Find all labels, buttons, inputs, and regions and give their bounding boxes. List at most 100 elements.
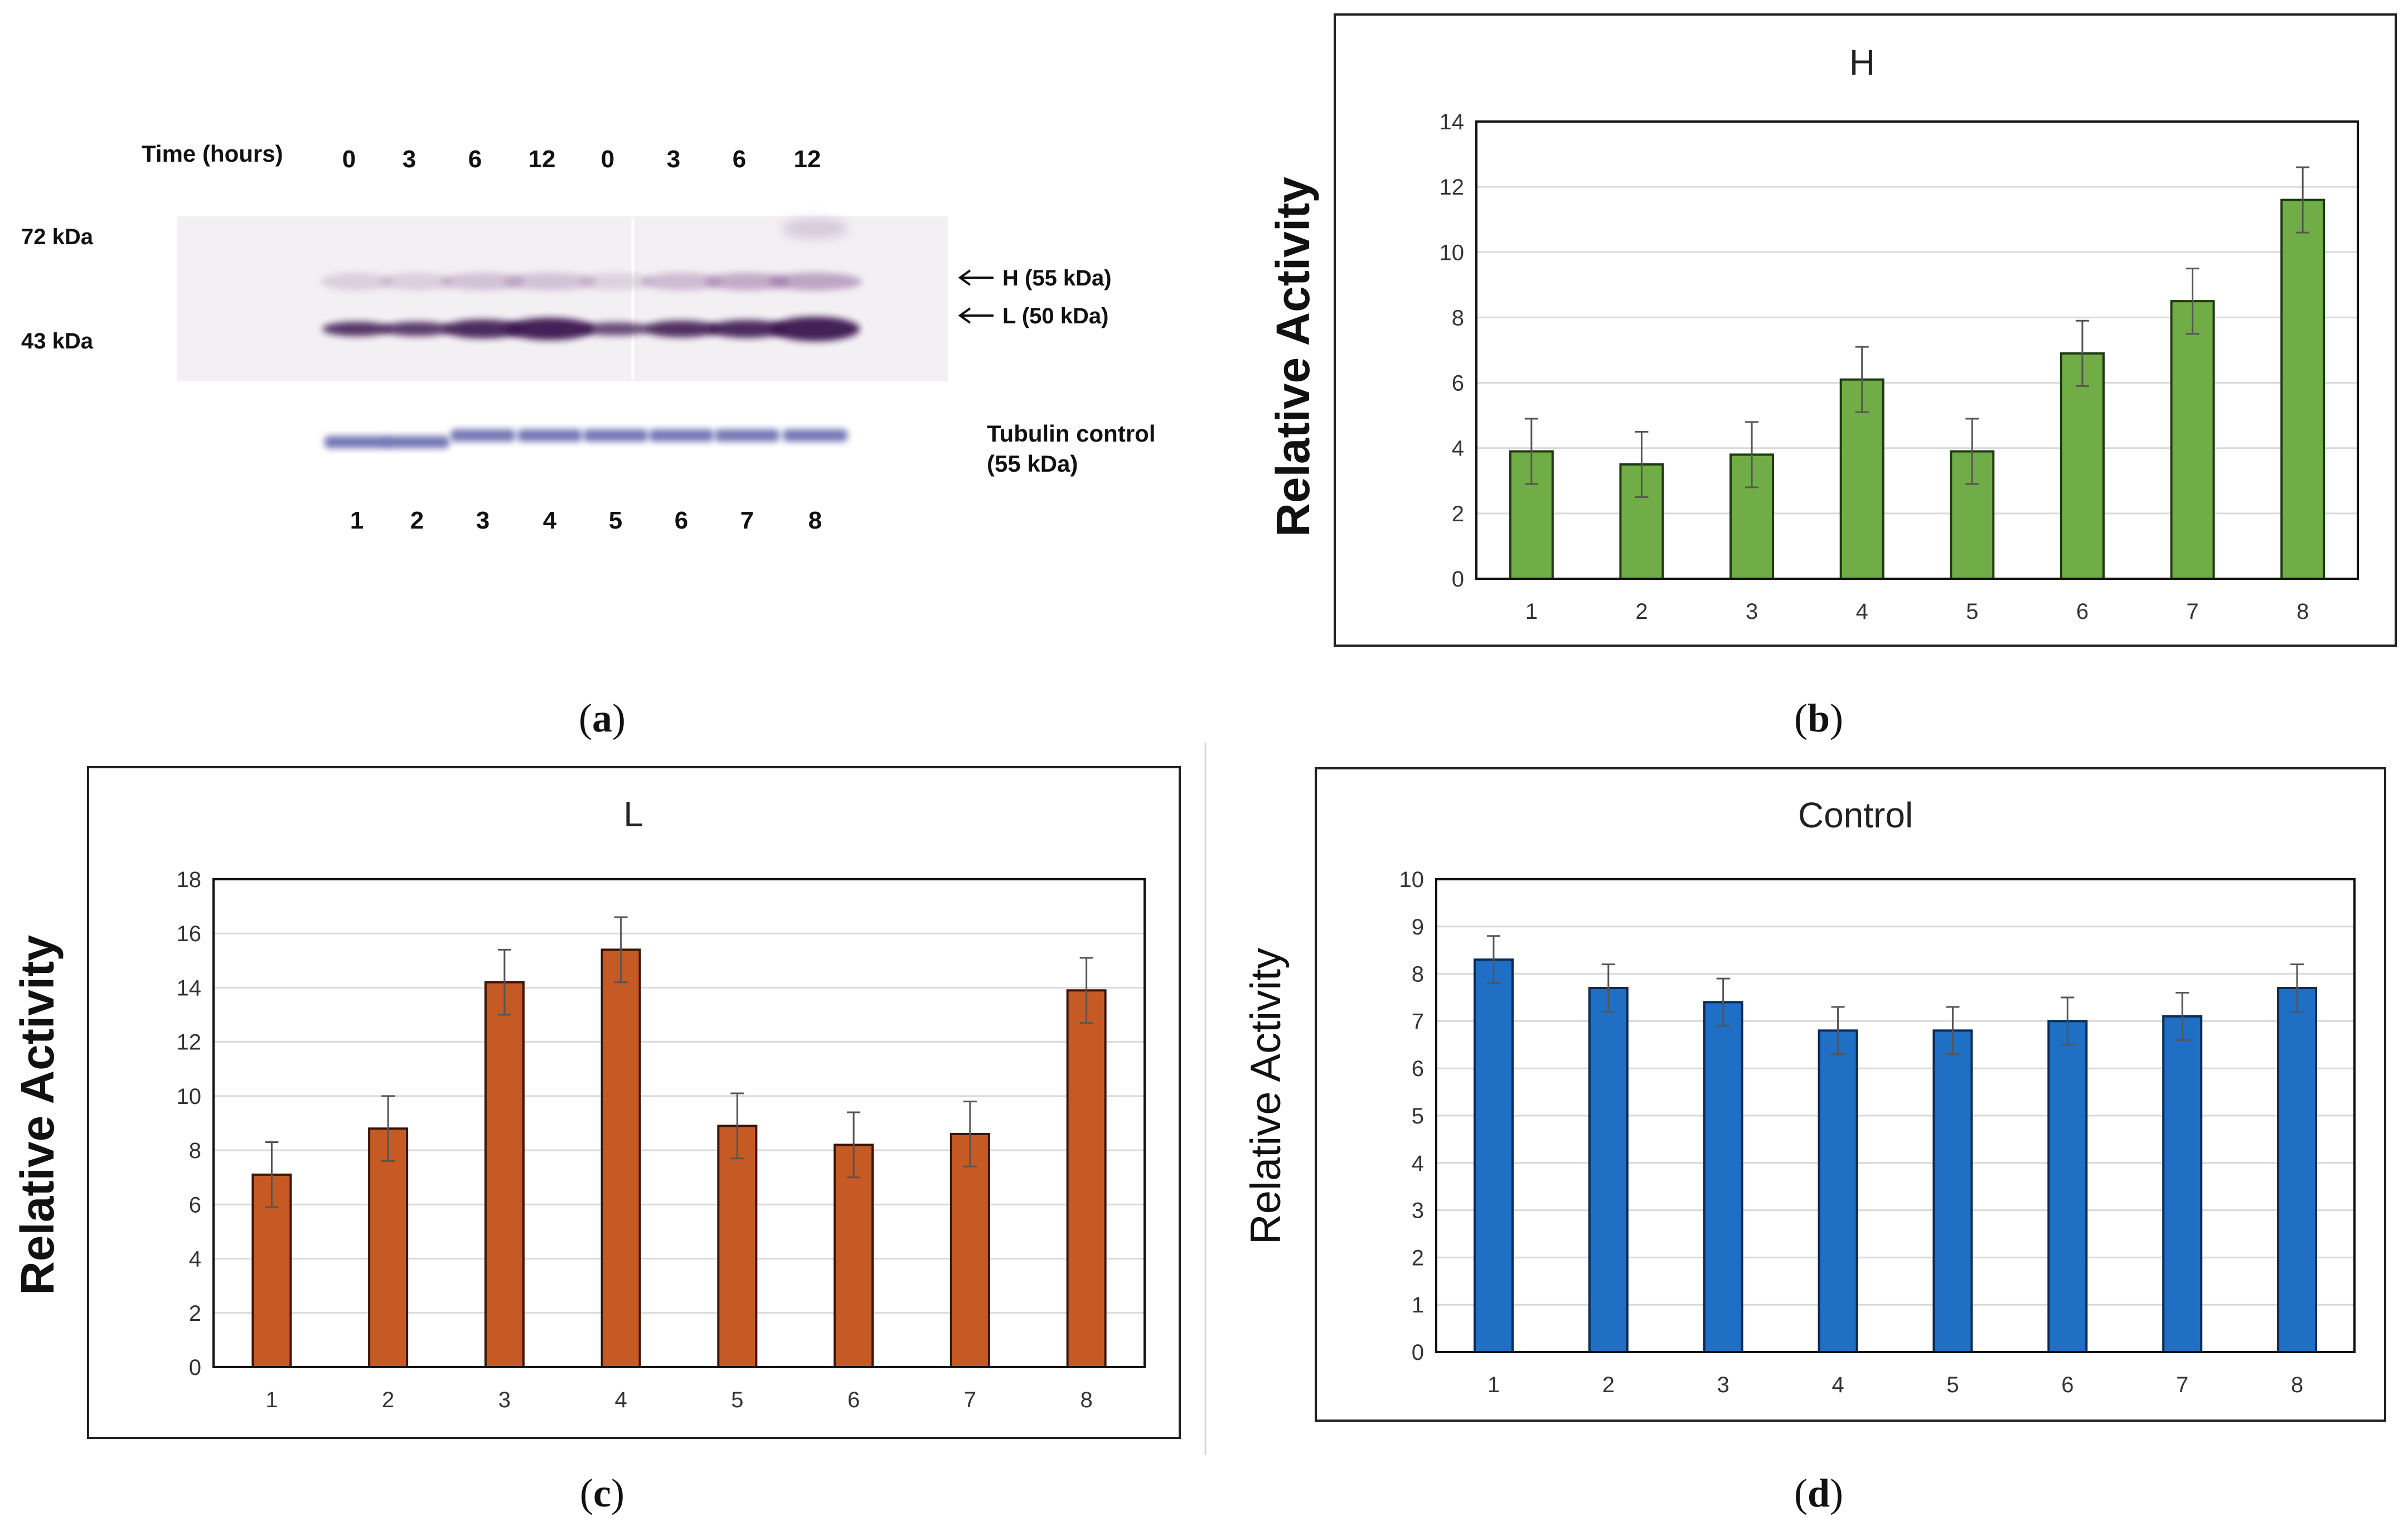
x-tick-label: 3 [1746,599,1758,624]
x-tick-label: 7 [2186,599,2198,624]
y-tick-label: 10 [1399,868,1425,892]
h-band-lane-8 [768,273,862,290]
time-labels: 0 3 6 12 0 3 6 12 [342,146,821,173]
chart-l-ylabel: Relative Activity [11,935,64,1295]
y-tick-label: 10 [1440,240,1465,265]
panel-label-d: (d) [1794,1471,1843,1515]
bar-2 [1588,987,1629,1354]
chart-control-title: Control [1798,795,1913,835]
tubulin-band-lane-3 [450,429,515,442]
x-tick-label: 1 [1525,599,1538,624]
y-tick-label: 8 [1452,306,1464,330]
lane-label-7: 7 [740,507,754,534]
x-tick-label: 5 [1966,599,1978,624]
x-tick-label: 8 [1081,1388,1093,1412]
time-label-5: 0 [601,146,614,173]
bar-3 [1703,1001,1743,1353]
bar-7 [2162,1015,2203,1354]
y-tick-label: 1 [1412,1293,1424,1317]
x-tick-label: 6 [2061,1373,2073,1397]
y-tick-label: 4 [189,1247,201,1272]
bar-5 [1932,1029,1973,1353]
y-tick-label: 12 [1440,175,1465,200]
bar-7 [949,1132,990,1368]
x-tick-label: 2 [1635,599,1648,624]
lane-label-6: 6 [675,507,688,534]
l-band-lane-6 [643,321,719,337]
bar-4 [1818,1029,1858,1353]
bar-5 [717,1125,758,1368]
time-label-4: 12 [529,146,556,173]
band-label-l: L (50 kDa) [1002,304,1108,328]
bar-3 [1729,453,1775,580]
y-tick-label: 0 [189,1355,201,1380]
bar-8 [2280,198,2325,580]
plot-frame [212,878,1146,1368]
tubulin-band-lane-8 [783,429,847,442]
y-tick-label: 2 [1412,1246,1424,1270]
blot-bands [320,219,862,341]
x-tick-label: 5 [731,1388,743,1412]
lane-label-4: 4 [543,507,557,534]
bar-4 [600,948,641,1368]
plot-area [214,879,1145,1367]
x-tick-label: 4 [615,1388,627,1412]
smear-lane-8 [782,219,849,239]
y-tick-label: 2 [189,1301,201,1326]
panel-label-a: (a) [579,696,626,740]
tubulin-bands [324,429,847,448]
lane-labels: 1 2 3 4 5 6 7 8 [350,507,822,534]
bar-8 [2277,987,2318,1354]
y-tick-label: 4 [1452,437,1464,461]
marker-72kda: 72 kDa [21,225,94,249]
h-band-lane-5 [579,273,652,290]
y-tick-label: 5 [1412,1104,1424,1128]
time-label-7: 6 [733,146,746,173]
x-tick-label: 8 [2296,599,2309,624]
h-band-lane-6 [641,273,721,290]
tubulin-band-lane-7 [715,429,779,442]
x-tick-label: 7 [964,1388,976,1412]
x-tick-label: 2 [1602,1373,1615,1397]
y-tick-label: 0 [1412,1340,1424,1365]
y-tick-label: 0 [1452,567,1464,592]
tubulin-band-lane-6 [649,429,714,442]
bar-1 [1473,958,1514,1354]
l-band-lane-7 [707,320,787,338]
tubulin-band-lane-5 [583,429,648,442]
bar-7 [2170,300,2215,580]
band-label-h: H (55 kDa) [1002,266,1112,290]
lane-label-3: 3 [476,507,490,534]
x-tick-label: 4 [1832,1373,1844,1397]
panel-label-c: (c) [580,1471,624,1515]
y-tick-label: 9 [1412,915,1424,939]
x-tick-label: 2 [382,1388,394,1412]
marker-43kda: 43 kDa [21,329,94,353]
y-tick-label: 10 [177,1084,202,1109]
chart-control-plot: 0 1 2 3 4 5 6 7 8 9 10 1 2 3 4 5 6 7 8 [1399,868,2356,1397]
y-tick-label: 16 [177,922,202,946]
h-band-lane-2 [380,273,454,290]
chart-h-ylabel: Relative Activity [1267,177,1319,537]
y-tick-label: 8 [1412,962,1424,987]
bar-2 [368,1127,409,1368]
lane-label-5: 5 [609,507,622,534]
arrow-l-band [958,307,994,324]
y-tick-label: 18 [177,868,202,892]
y-tick-label: 8 [189,1139,201,1163]
panel-d-chart-control: Control Relative Activity 0 1 2 3 4 5 6 7 8 9 10 1 2… [1242,767,2386,1515]
chart-h-title: H [1849,42,1875,83]
x-tick-label: 1 [1488,1373,1500,1397]
y-tick-label: 6 [1412,1057,1424,1081]
x-tick-label: 3 [498,1388,511,1412]
y-tick-label: 3 [1412,1199,1424,1223]
y-tick-label: 4 [1412,1151,1424,1176]
x-tick-label: 6 [2076,599,2089,624]
h-band-lane-3 [440,273,525,290]
chart-control-ylabel: Relative Activity [1242,948,1290,1244]
y-tick-label: 6 [189,1193,201,1217]
